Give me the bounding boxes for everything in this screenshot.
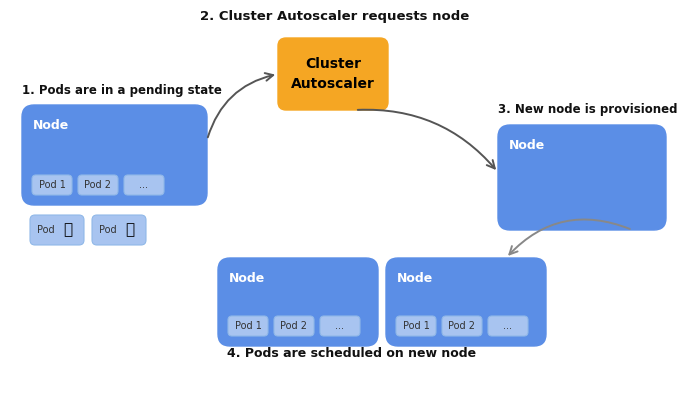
FancyBboxPatch shape	[488, 316, 528, 336]
FancyBboxPatch shape	[320, 316, 360, 336]
Text: Pod 2: Pod 2	[85, 180, 111, 190]
Text: Pod: Pod	[37, 225, 55, 235]
Text: ⌛: ⌛	[125, 222, 134, 238]
FancyBboxPatch shape	[32, 175, 72, 195]
Text: Pod 2: Pod 2	[281, 321, 307, 331]
FancyBboxPatch shape	[22, 105, 207, 205]
FancyBboxPatch shape	[274, 316, 314, 336]
Text: Cluster
Autoscaler: Cluster Autoscaler	[291, 57, 375, 91]
Text: Node: Node	[33, 119, 69, 132]
FancyBboxPatch shape	[442, 316, 482, 336]
Text: Node: Node	[397, 272, 433, 285]
FancyBboxPatch shape	[218, 258, 378, 346]
Text: ...: ...	[335, 321, 344, 331]
Text: Pod 1: Pod 1	[38, 180, 65, 190]
FancyBboxPatch shape	[124, 175, 164, 195]
FancyBboxPatch shape	[228, 316, 268, 336]
Text: 1. Pods are in a pending state: 1. Pods are in a pending state	[22, 84, 222, 97]
Text: Pod 1: Pod 1	[402, 321, 429, 331]
Text: 4. Pods are scheduled on new node: 4. Pods are scheduled on new node	[228, 347, 477, 360]
Text: ...: ...	[503, 321, 512, 331]
FancyBboxPatch shape	[498, 125, 666, 230]
Text: Node: Node	[509, 139, 545, 152]
FancyBboxPatch shape	[92, 215, 146, 245]
FancyBboxPatch shape	[396, 316, 436, 336]
Text: Pod 2: Pod 2	[449, 321, 475, 331]
Text: ...: ...	[139, 180, 148, 190]
Text: 3. New node is provisioned: 3. New node is provisioned	[498, 103, 678, 116]
FancyBboxPatch shape	[78, 175, 118, 195]
Text: 2. Cluster Autoscaler requests node: 2. Cluster Autoscaler requests node	[200, 10, 470, 23]
FancyBboxPatch shape	[30, 215, 84, 245]
FancyBboxPatch shape	[278, 38, 388, 110]
Text: Node: Node	[229, 272, 265, 285]
Text: Pod: Pod	[99, 225, 117, 235]
Text: Pod 1: Pod 1	[234, 321, 261, 331]
FancyBboxPatch shape	[386, 258, 546, 346]
Text: ⌛: ⌛	[64, 222, 73, 238]
